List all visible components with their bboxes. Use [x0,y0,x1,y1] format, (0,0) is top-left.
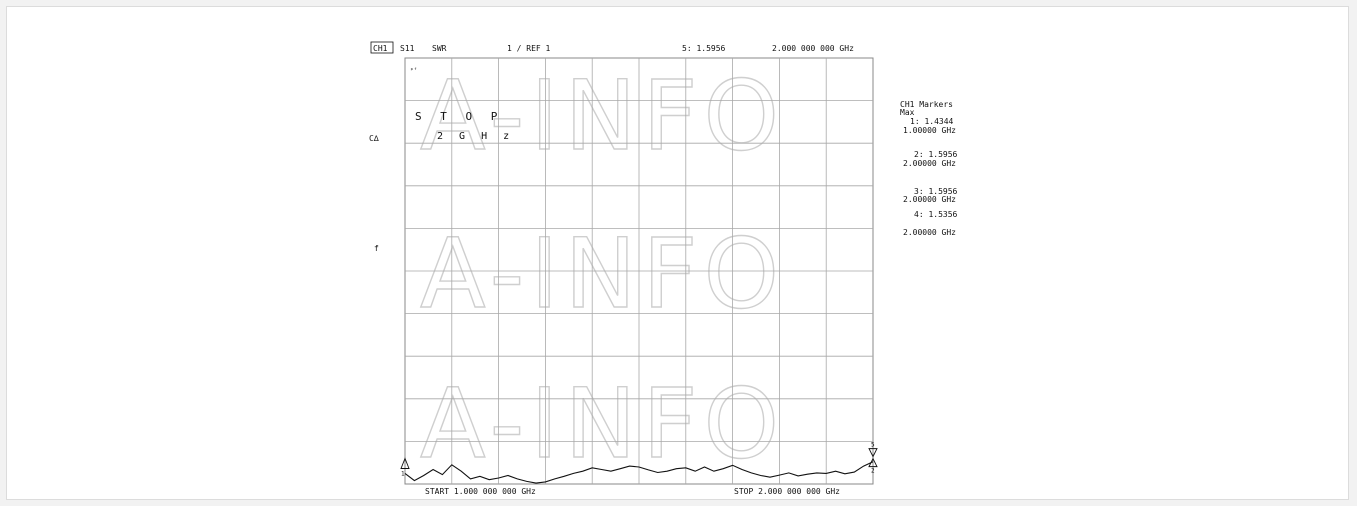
param-label: S11 [400,44,415,53]
plot-grid [404,57,874,485]
analyzer-display: A-INFO A-INFO A-INFO CH1 S11 SWR 1 / REF… [369,41,958,496]
active-marker-freq: 2.000 000 000 GHz [772,44,854,53]
marker-panel-subtitle: Max [900,108,915,117]
marker-panel-title: CH1 Markers [900,100,953,109]
marker-panel: CH1 Markers Max 1: 1.4344 1.00000 GHz 2:… [900,100,958,237]
marker-2-id: 2 [871,468,875,475]
marker-5-id: 5 [871,442,875,449]
marker-4-freq: 2.00000 GHz [903,228,956,237]
marker-2-freq: 2.00000 GHz [903,159,956,168]
start-frequency: START 1.000 000 000 GHz [425,487,536,496]
marker-3-value: 3: 1.5956 [914,187,958,196]
marker-group: 1 5 2 [400,442,878,477]
trace-group [404,461,874,484]
watermark-group: A-INFO A-INFO A-INFO [419,59,785,480]
marker-triangle [868,448,878,458]
stop-overlay-label: S T O P [415,110,503,123]
channel-box [370,41,394,54]
marker-2-value: 2: 1.5956 [914,150,958,159]
stop-frequency: STOP 2.000 000 000 GHz [734,487,840,496]
channel-label: CH1 [373,44,388,53]
stop-overlay-value: 2 G H z [437,131,514,142]
swr-trace [404,461,874,484]
marker-2 [868,457,878,468]
f-indicator: f [374,244,379,253]
active-marker-readout: 5: 1.5956 [682,44,726,53]
watermark-row-1: A-INFO [420,60,785,172]
marker-3-freq: 2.00000 GHz [903,195,956,204]
marker-triangle [868,457,878,468]
format-label: SWR [432,44,447,53]
marker-4-value: 4: 1.5356 [914,210,958,219]
watermark-row-3: A-INFO [420,368,785,480]
marker-1-freq: 1.00000 GHz [903,126,956,135]
small-tag: ᵖᶠ [410,67,417,74]
marker-5 [868,448,878,458]
correction-indicator: C∆ [369,134,379,143]
scale-label: 1 / REF 1 [507,44,551,53]
marker-1 [400,457,410,469]
instrument-screen: A-INFO A-INFO A-INFO CH1 S11 SWR 1 / REF… [6,6,1349,500]
marker-1-id: 1 [401,470,405,477]
marker-triangle [400,457,410,469]
watermark-row-2: A-INFO [420,218,785,330]
marker-1-value: 1: 1.4344 [910,117,954,126]
